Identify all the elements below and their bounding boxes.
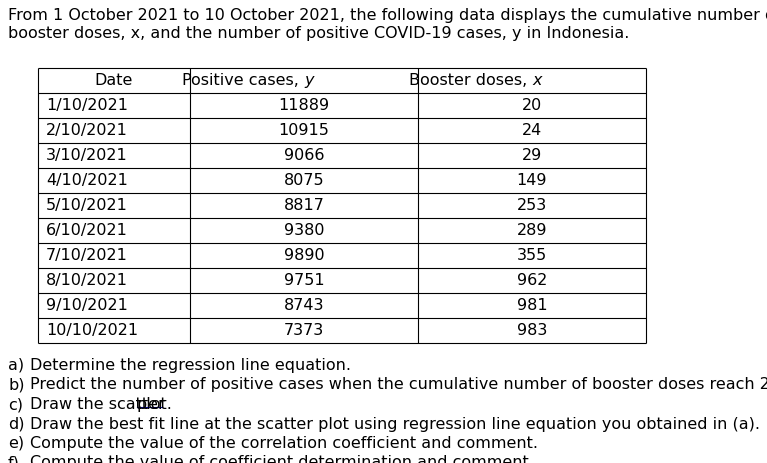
- Text: d): d): [8, 417, 25, 432]
- Text: 10915: 10915: [278, 123, 330, 138]
- Text: Compute the value of coefficient determination and comment.: Compute the value of coefficient determi…: [30, 456, 534, 463]
- Text: 9/10/2021: 9/10/2021: [46, 298, 128, 313]
- Text: a): a): [8, 358, 24, 373]
- Text: 29: 29: [522, 148, 542, 163]
- Text: b): b): [8, 377, 25, 393]
- Text: 983: 983: [517, 323, 547, 338]
- Text: 9890: 9890: [284, 248, 324, 263]
- Text: 8/10/2021: 8/10/2021: [46, 273, 128, 288]
- Text: 289: 289: [517, 223, 547, 238]
- Text: Positive cases,: Positive cases,: [182, 73, 304, 88]
- Text: x: x: [532, 73, 542, 88]
- Text: Determine the regression line equation.: Determine the regression line equation.: [30, 358, 351, 373]
- Text: 7373: 7373: [284, 323, 324, 338]
- Text: 2/10/2021: 2/10/2021: [46, 123, 128, 138]
- Text: Date: Date: [95, 73, 133, 88]
- Text: c): c): [8, 397, 23, 412]
- Text: From 1 October 2021 to 10 October 2021, the following data displays the cumulati: From 1 October 2021 to 10 October 2021, …: [8, 8, 767, 23]
- Text: 981: 981: [517, 298, 548, 313]
- Text: 8075: 8075: [284, 173, 324, 188]
- Text: 6/10/2021: 6/10/2021: [46, 223, 128, 238]
- Text: f): f): [8, 456, 20, 463]
- Text: 355: 355: [517, 248, 547, 263]
- Text: Compute the value of the correlation coefficient and comment.: Compute the value of the correlation coe…: [30, 436, 538, 451]
- Text: 10/10/2021: 10/10/2021: [46, 323, 138, 338]
- Text: 4/10/2021: 4/10/2021: [46, 173, 128, 188]
- Text: 9380: 9380: [284, 223, 324, 238]
- Text: booster doses, x, and the number of positive COVID-19 cases, y in Indonesia.: booster doses, x, and the number of posi…: [8, 26, 630, 41]
- Text: 9751: 9751: [284, 273, 324, 288]
- Text: 8743: 8743: [284, 298, 324, 313]
- Text: 11889: 11889: [278, 98, 330, 113]
- Text: plot.: plot.: [137, 397, 173, 412]
- Text: 9066: 9066: [284, 148, 324, 163]
- Text: 20: 20: [522, 98, 542, 113]
- Text: 5/10/2021: 5/10/2021: [46, 198, 128, 213]
- Text: 24: 24: [522, 123, 542, 138]
- Text: 8817: 8817: [284, 198, 324, 213]
- Text: Predict the number of positive cases when the cumulative number of booster doses: Predict the number of positive cases whe…: [30, 377, 767, 393]
- Text: 1/10/2021: 1/10/2021: [46, 98, 128, 113]
- Text: 7/10/2021: 7/10/2021: [46, 248, 128, 263]
- Text: e): e): [8, 436, 24, 451]
- Text: 3/10/2021: 3/10/2021: [46, 148, 128, 163]
- Text: y: y: [304, 73, 314, 88]
- Text: 253: 253: [517, 198, 547, 213]
- Text: 149: 149: [517, 173, 547, 188]
- Text: Draw the best fit line at the scatter plot using regression line equation you ob: Draw the best fit line at the scatter pl…: [30, 417, 760, 432]
- Text: Booster doses,: Booster doses,: [409, 73, 532, 88]
- Text: Draw the scatter: Draw the scatter: [30, 397, 170, 412]
- Text: 962: 962: [517, 273, 547, 288]
